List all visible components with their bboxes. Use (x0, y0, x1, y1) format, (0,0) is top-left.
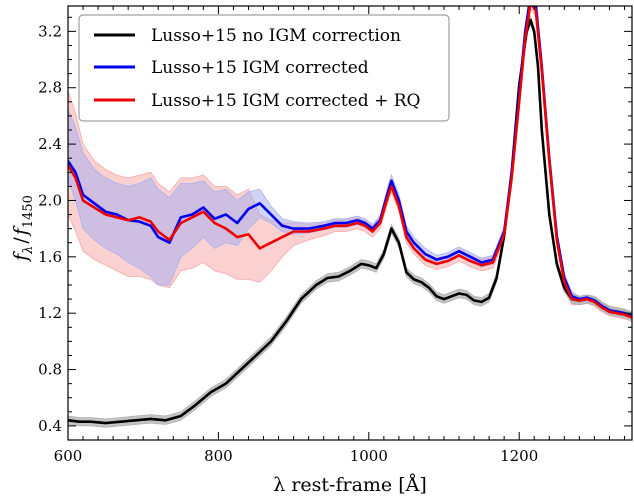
y-tick-label: 2.4 (38, 135, 62, 153)
legend-label-igm-corrected-rq: Lusso+15 IGM corrected + RQ (151, 91, 420, 111)
y-axis-label: fλ/f1450 (10, 195, 36, 263)
legend-label-igm-corrected: Lusso+15 IGM corrected (151, 58, 369, 78)
band-series-1 (68, 6, 632, 320)
x-tick-label: 1200 (500, 447, 538, 465)
x-tick-label: 800 (204, 447, 233, 465)
tick-labels: 600 800 1000 1200 0.4 0.8 1.2 1.6 2.0 2.4 2.8 3.2 (38, 22, 538, 465)
legend: Lusso+15 no IGM correction Lusso+15 IGM … (78, 14, 450, 122)
x-axis-label: λ rest-frame [Å] (273, 474, 427, 496)
y-tick-label: 3.2 (38, 22, 62, 40)
axis-ticks (67, 6, 632, 441)
y-tick-label: 0.8 (38, 361, 62, 379)
plot-frame (67, 5, 633, 441)
y-tick-label: 0.4 (38, 417, 62, 435)
y-axis-label-slash: / (10, 237, 32, 244)
uncertainty-bands (68, 6, 632, 428)
y-tick-label: 2.8 (38, 79, 62, 97)
line-series-2 (68, 6, 632, 319)
y-tick-label: 2.0 (38, 191, 62, 209)
y-tick-label: 1.2 (38, 304, 62, 322)
series-lines (68, 6, 632, 425)
y-axis-label-group: fλ/f1450 (10, 195, 36, 263)
y-axis-label-f: f (10, 251, 32, 263)
band-series-0 (68, 14, 632, 428)
x-tick-label: 1000 (350, 447, 388, 465)
y-axis-label-sub-1450: 1450 (21, 195, 36, 228)
y-axis-label-sub-lambda: λ (21, 246, 36, 255)
x-tick-label: 600 (54, 447, 83, 465)
legend-box (78, 14, 450, 122)
legend-label-no-igm: Lusso+15 no IGM correction (151, 26, 401, 46)
y-axis-label-f2: f (10, 225, 32, 237)
y-tick-label: 1.6 (38, 248, 62, 266)
line-series-0 (68, 18, 632, 425)
